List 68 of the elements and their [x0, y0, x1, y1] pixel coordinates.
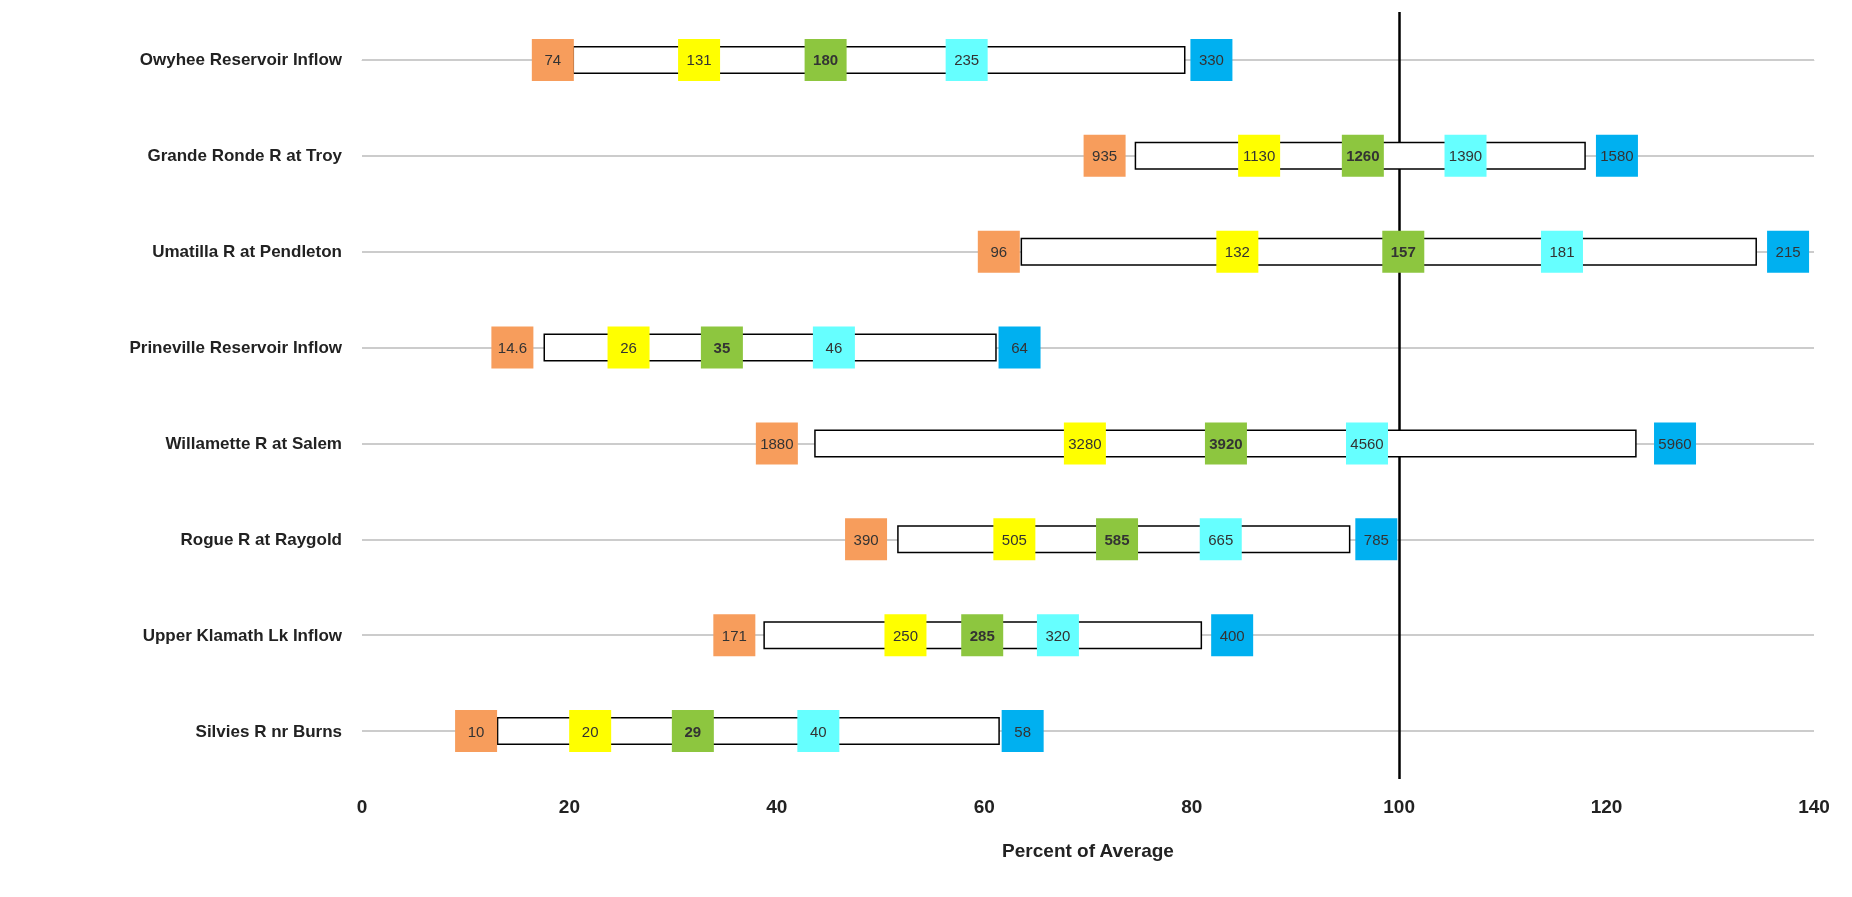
annotation: 46: [825, 339, 843, 357]
point: [671, 710, 714, 753]
point: [998, 326, 1041, 369]
point: [812, 326, 855, 369]
point: [700, 326, 743, 369]
annotation: 665: [1208, 530, 1234, 548]
point: [531, 38, 574, 81]
annotation: 235: [954, 51, 980, 69]
annotation: 3920: [1209, 434, 1243, 452]
x-tick-label: 140: [1798, 796, 1830, 817]
point: [797, 710, 840, 753]
x-tick-label: 20: [558, 796, 580, 817]
annotation: 29: [684, 722, 702, 740]
annotation: 935: [1092, 147, 1118, 165]
x-tick-label: 60: [973, 796, 995, 817]
point: [607, 326, 650, 369]
annotation: 181: [1549, 243, 1575, 261]
annotation: 1130: [1243, 147, 1276, 165]
annotation: 585: [1104, 530, 1130, 548]
x-tick-label: 100: [1383, 796, 1415, 817]
annotation: 26: [620, 339, 637, 357]
annotation: 96: [990, 243, 1008, 261]
annotation: 10: [467, 722, 485, 740]
annotation: 40: [810, 722, 827, 740]
x-tick-label: 120: [1590, 796, 1623, 817]
annotation: 505: [1001, 530, 1027, 548]
annotation: 180: [813, 51, 839, 69]
y-tick-label: Upper Klamath Lk Inflow: [142, 625, 343, 645]
annotation: 132: [1224, 243, 1250, 261]
annotation: 785: [1363, 530, 1389, 548]
point: [977, 230, 1020, 273]
annotation: 215: [1775, 243, 1801, 261]
annotation: 390: [853, 530, 879, 548]
annotation: 171: [721, 626, 747, 644]
annotation: 20: [581, 722, 599, 740]
x-tick-label: 80: [1181, 796, 1203, 817]
y-tick-label: Rogue R at Raygold: [180, 529, 342, 549]
point: [569, 710, 612, 753]
y-tick-label: Prineville Reservoir Inflow: [129, 338, 343, 358]
y-tick-label: Umatilla R at Pendleton: [152, 242, 342, 262]
annotation: 320: [1045, 626, 1071, 644]
annotation: 131: [686, 51, 712, 69]
y-tick-label: Willamette R at Salem: [165, 433, 342, 453]
annotation: 1580: [1600, 147, 1634, 165]
annotation: 58: [1014, 722, 1031, 740]
annotation: 330: [1198, 51, 1224, 69]
annotation: 5960: [1658, 434, 1692, 452]
annotation: 1390: [1448, 147, 1483, 165]
y-tick-label: Owyhee Reservoir Inflow: [139, 50, 343, 70]
y-tick-label: Grande Ronde R at Troy: [147, 146, 343, 166]
point: [455, 710, 498, 753]
x-tick-label: 0: [356, 796, 368, 817]
annotation: 74: [544, 51, 562, 69]
annotation: 14.6: [497, 339, 527, 357]
annotation: 3280: [1068, 434, 1102, 452]
x-axis-title: Percent of Average: [1002, 840, 1174, 861]
annotation: 1260: [1346, 147, 1380, 165]
annotation: 400: [1219, 626, 1245, 644]
annotation: 285: [969, 626, 995, 644]
annotation: 157: [1390, 243, 1416, 261]
annotation: 1880: [760, 434, 794, 452]
annotation: 250: [892, 626, 918, 644]
point: [1001, 710, 1044, 753]
y-tick-label: Silvies R nr Burns: [195, 721, 342, 741]
annotation: 4560: [1350, 434, 1384, 452]
x-tick-label: 40: [766, 796, 788, 817]
annotation: 64: [1011, 339, 1028, 357]
annotation: 35: [713, 339, 731, 357]
